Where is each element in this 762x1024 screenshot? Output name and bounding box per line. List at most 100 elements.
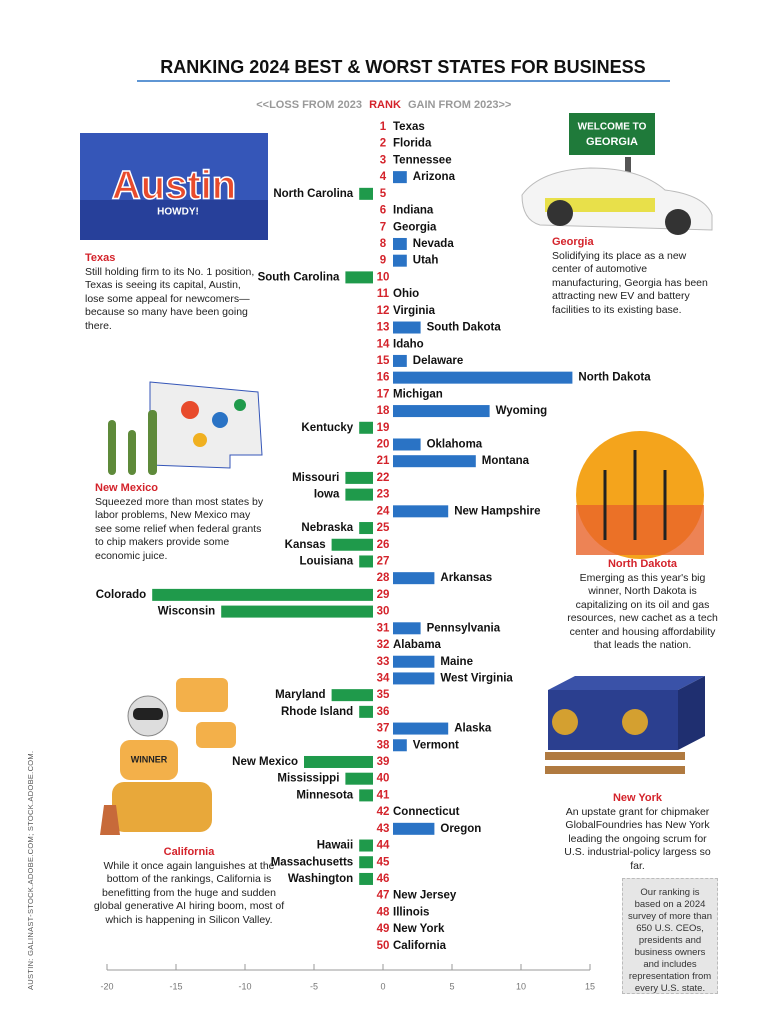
- state-label: Minnesota: [296, 789, 353, 801]
- rank-number: 6: [380, 205, 386, 217]
- north-dakota-illustration: [576, 431, 704, 559]
- state-label: Iowa: [314, 489, 340, 501]
- winner-label: WINNER: [131, 754, 168, 764]
- state-label: Nebraska: [301, 522, 353, 534]
- state-label: Tennessee: [393, 154, 452, 166]
- state-label: Missouri: [292, 472, 339, 484]
- rank-number: 35: [377, 689, 390, 701]
- loss-bar: [345, 772, 373, 785]
- new-mexico-illustration: [108, 381, 263, 475]
- state-label: New Mexico: [232, 756, 298, 768]
- callout-text: Still holding firm to its No. 1 position…: [85, 265, 255, 332]
- rank-number: 10: [377, 271, 390, 283]
- rank-number: 11: [377, 288, 390, 300]
- gain-bar: [393, 321, 421, 334]
- georgia-callout: Georgia Solidifying its place as a new ce…: [552, 236, 717, 317]
- callout-text: Squeezed more than most states by labor …: [95, 495, 264, 562]
- rank-number: 38: [377, 739, 390, 751]
- state-label: New Hampshire: [454, 505, 540, 517]
- rank-number: 24: [377, 505, 390, 517]
- gain-bar: [393, 455, 476, 468]
- rank-number: 45: [377, 856, 390, 868]
- callout-text: Emerging as this year's big winner, Nort…: [567, 571, 718, 652]
- state-label: Illinois: [393, 906, 429, 918]
- gain-bar: [393, 237, 407, 250]
- state-label: Georgia: [393, 221, 437, 233]
- state-label: South Carolina: [258, 271, 340, 283]
- gain-bar: [393, 505, 449, 518]
- loss-bar: [331, 689, 373, 702]
- state-label: Washington: [288, 873, 353, 885]
- callout-title: California: [163, 846, 215, 858]
- rank-number: 28: [377, 572, 390, 584]
- gain-bar: [393, 254, 407, 267]
- state-label: Maine: [440, 656, 473, 668]
- rank-number: 33: [377, 656, 390, 668]
- state-label: Massachusetts: [271, 856, 353, 868]
- rank-number: 42: [377, 806, 390, 818]
- state-label: Texas: [393, 121, 425, 133]
- north-dakota-callout: North Dakota Emerging as this year's big …: [565, 558, 720, 653]
- state-label: Montana: [482, 455, 530, 467]
- rank-number: 41: [377, 789, 390, 801]
- rank-number: 21: [377, 455, 390, 467]
- rank-number: 1: [380, 121, 387, 133]
- rank-label: RANK: [369, 99, 401, 111]
- state-label: North Dakota: [578, 372, 651, 384]
- rank-number: 31: [377, 622, 390, 634]
- state-label: Kansas: [285, 539, 326, 551]
- callout-text: An upstate grant for chipmaker GlobalFou…: [564, 805, 711, 872]
- x-tick-label: -20: [100, 981, 113, 991]
- state-label: Nevada: [413, 238, 455, 250]
- loss-bar: [152, 588, 373, 601]
- gain-bar: [393, 655, 435, 668]
- photo-credit: AUSTIN: GALINAST-STOCK.ADOBE.COM; STOCK.…: [26, 750, 35, 990]
- rank-number: 15: [377, 355, 390, 367]
- loss-bar: [359, 872, 373, 885]
- rank-number: 3: [380, 154, 386, 166]
- state-label: Alabama: [393, 639, 442, 651]
- state-label: New York: [393, 923, 445, 935]
- rank-number: 30: [377, 606, 390, 618]
- rank-number: 43: [377, 823, 390, 835]
- x-tick-label: -5: [310, 981, 318, 991]
- gain-bar: [393, 822, 435, 835]
- state-label: California: [393, 940, 447, 952]
- state-label: Alaska: [454, 723, 492, 735]
- state-label: West Virginia: [440, 672, 513, 684]
- rank-number: 39: [377, 756, 390, 768]
- state-label: Louisiana: [300, 555, 354, 567]
- loss-bar: [359, 789, 373, 802]
- rank-number: 4: [380, 171, 387, 183]
- state-label: Mississippi: [277, 773, 339, 785]
- state-label: North Carolina: [273, 188, 353, 200]
- state-label: South Dakota: [427, 322, 502, 334]
- loss-bar: [359, 856, 373, 869]
- state-label: Wyoming: [496, 405, 548, 417]
- state-label: Connecticut: [393, 806, 460, 818]
- rank-number: 12: [377, 305, 390, 317]
- georgia-sign: GEORGIA: [586, 136, 638, 148]
- callout-title: North Dakota: [607, 558, 678, 570]
- x-tick-label: 0: [380, 981, 385, 991]
- rank-number: 16: [377, 372, 390, 384]
- texas-callout: Texas Still holding firm to its No. 1 pos…: [85, 252, 260, 333]
- x-tick-label: -15: [169, 981, 182, 991]
- rank-number: 44: [377, 840, 390, 852]
- austin-illustration: Austin HOWDY!: [80, 133, 268, 240]
- california-illustration: WINNER: [100, 678, 236, 835]
- state-label: Pennsylvania: [427, 622, 501, 634]
- rank-number: 29: [377, 589, 390, 601]
- rank-number: 13: [377, 322, 390, 334]
- gain-label: GAIN FROM 2023>>: [408, 99, 511, 111]
- loss-bar: [345, 271, 373, 284]
- rank-number: 32: [377, 639, 390, 651]
- gain-bar: [393, 354, 407, 367]
- rank-number: 36: [377, 706, 390, 718]
- rank-number: 9: [380, 255, 386, 267]
- gain-bar: [393, 405, 490, 418]
- state-label: Wisconsin: [158, 606, 215, 618]
- rank-number: 14: [377, 338, 390, 350]
- gain-bar: [393, 622, 421, 635]
